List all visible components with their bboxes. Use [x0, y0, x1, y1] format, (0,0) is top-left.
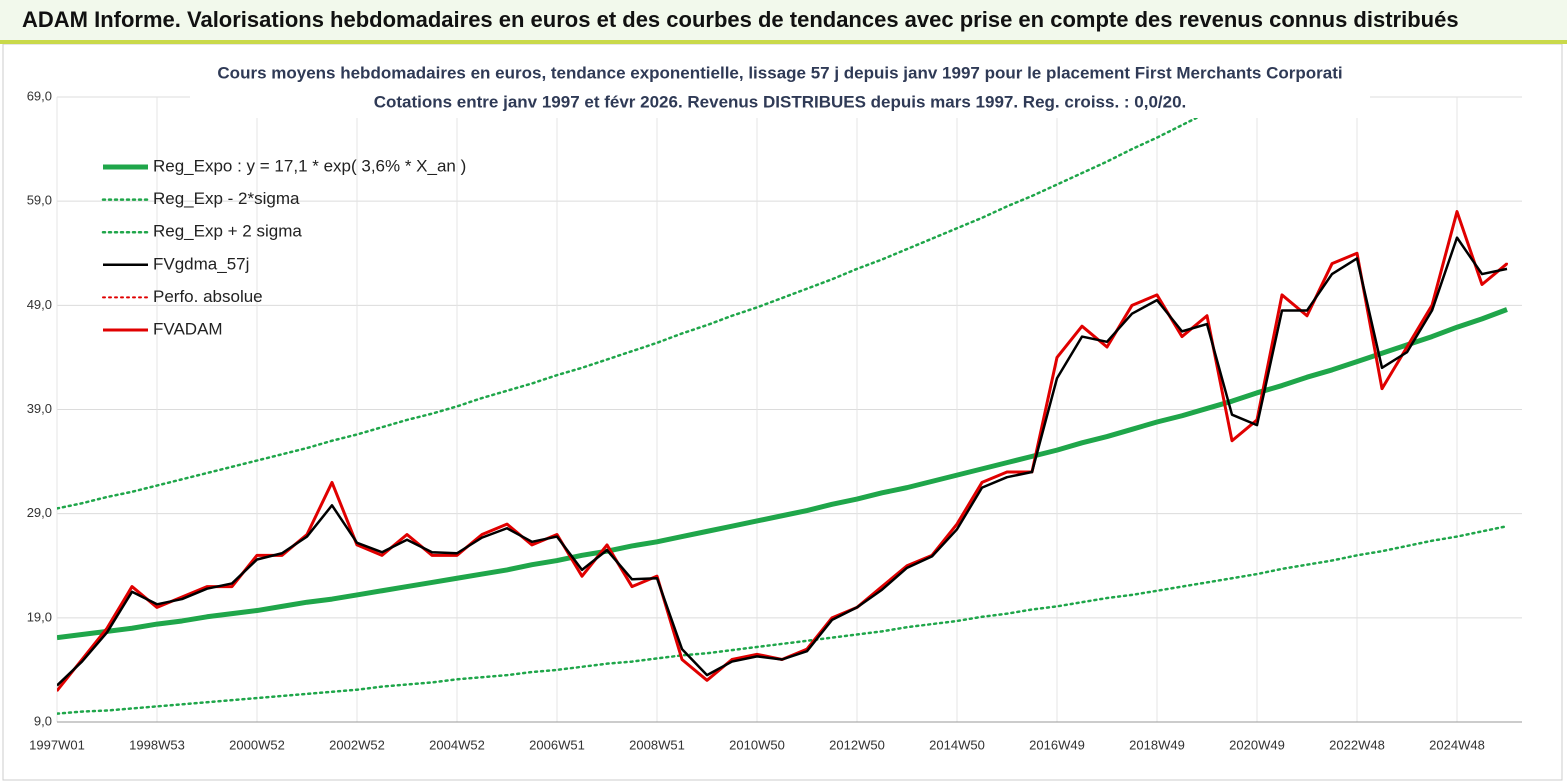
- x-tick-label: 2000W52: [229, 737, 285, 752]
- series-line: [57, 97, 1241, 510]
- legend: Reg_Expo : y = 17,1 * exp( 3,6% * X_an )…: [101, 156, 466, 338]
- series-line: [57, 236, 1508, 687]
- x-tick-label: 2016W49: [1029, 737, 1085, 752]
- legend-label: Reg_Exp + 2 sigma: [153, 222, 302, 241]
- chart-subtitle: Cotations entre janv 1997 et févr 2026. …: [374, 92, 1187, 111]
- chart: 9,0 19,0 29,0 39,0 49,0 59,0 69,0 1997W01 1998W5…: [2, 44, 1563, 781]
- chart-title: Cours moyens hebdomadaires en euros, ten…: [217, 63, 1342, 82]
- chart-frame: [2, 44, 1563, 781]
- x-tick-label: 2004W52: [429, 737, 485, 752]
- x-tick-label: 2020W49: [1229, 737, 1285, 752]
- y-tick-label: 49,0: [27, 297, 52, 312]
- y-tick-label: 9,0: [34, 713, 52, 728]
- x-tick-label: 1997W01: [29, 737, 85, 752]
- y-tick-label: 19,0: [27, 609, 52, 624]
- x-tick-label: 2010W50: [729, 737, 785, 752]
- legend-label: FVADAM: [153, 319, 223, 338]
- legend-label: Reg_Exp - 2*sigma: [153, 189, 300, 208]
- legend-label: Perfo. absolue: [153, 287, 263, 306]
- x-tick-label: 2012W50: [829, 737, 885, 752]
- x-tick-label: 2008W51: [629, 737, 685, 752]
- plot: [57, 97, 1509, 715]
- y-tick-label: 59,0: [27, 193, 52, 208]
- x-tick-label: 2002W52: [329, 737, 385, 752]
- legend-label: FVgdma_57j: [153, 254, 249, 273]
- header: ADAM Informe. Valorisations hebdomadaire…: [0, 0, 1567, 44]
- y-tick-label: 39,0: [27, 401, 52, 416]
- header-title: ADAM Informe. Valorisations hebdomadaire…: [22, 7, 1459, 32]
- x-tick-label: 2006W51: [529, 737, 585, 752]
- y-tick-label: 69,0: [27, 88, 52, 103]
- y-tick-label: 29,0: [27, 505, 52, 520]
- legend-label: Reg_Expo : y = 17,1 * exp( 3,6% * X_an ): [153, 156, 466, 175]
- x-tick-label: 2024W48: [1429, 737, 1485, 752]
- x-tick-label: 1998W53: [129, 737, 185, 752]
- x-tick-label: 2014W50: [929, 737, 985, 752]
- title-bg: [190, 60, 1370, 118]
- series-line: [57, 524, 1509, 715]
- grid: 9,0 19,0 29,0 39,0 49,0 59,0 69,0 1997W01 1998W5…: [27, 88, 1522, 752]
- x-tick-label: 2018W49: [1129, 737, 1185, 752]
- x-tick-label: 2022W48: [1329, 737, 1385, 752]
